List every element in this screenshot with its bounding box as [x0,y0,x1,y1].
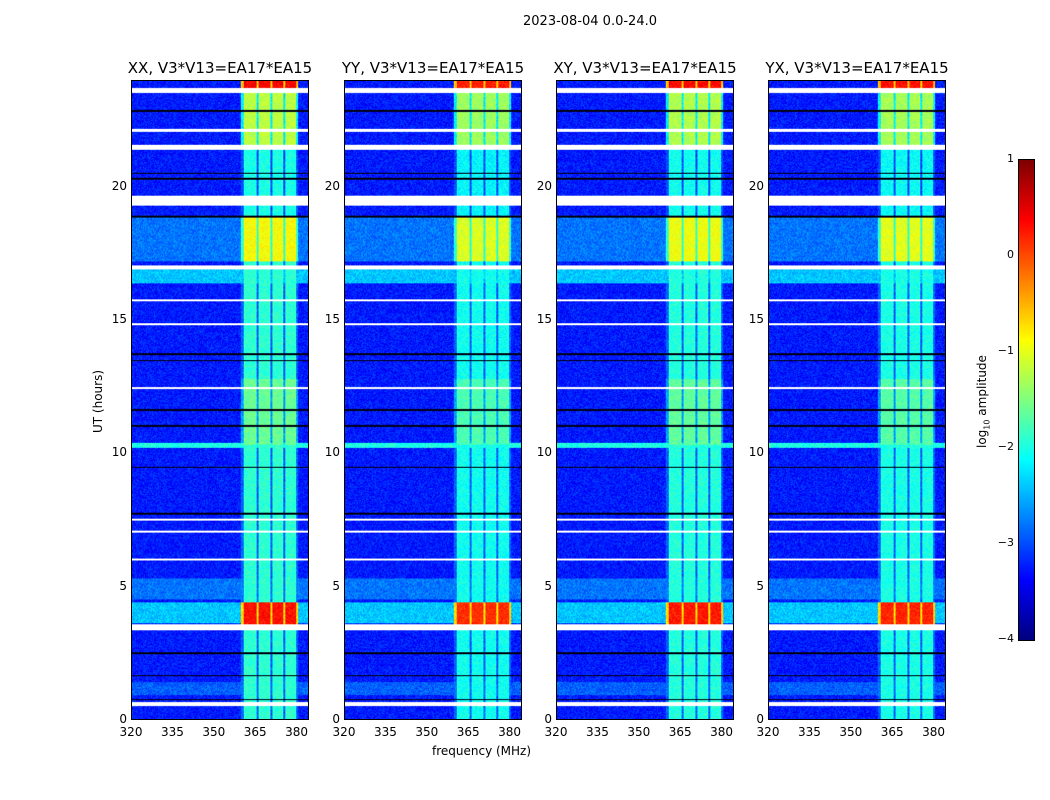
colorbar-label-sub: 10 [982,419,992,430]
colorbar-tick-label: −2 [997,440,1014,453]
y-tick-label: 0 [756,712,764,726]
x-tick-label: 350 [627,725,651,739]
x-tick-label: 380 [498,725,522,739]
y-tick-label: 20 [324,178,340,193]
y-tick-label: 10 [324,445,340,460]
y-tick-label: 15 [536,312,552,326]
y-tick-label: 20 [536,178,552,193]
colorbar-tick-label: 1 [1007,152,1014,165]
y-tick-label: 20 [111,178,127,193]
x-tick-label: 365 [668,725,692,739]
colorbar-label-main: log [975,429,989,448]
y-tick-label: 5 [756,578,764,593]
waterfall-heatmap-2 [556,80,734,720]
panel-title: XX, V3*V13=EA17*EA15 [127,59,313,77]
x-tick-label: 350 [415,725,439,739]
x-tick-label: 320 [119,725,143,739]
x-tick-label: 335 [160,725,184,739]
y-tick-label: 0 [119,712,127,726]
y-tick-label: 0 [332,712,340,726]
y-tick-label: 0 [544,712,552,726]
x-tick-label: 320 [332,725,356,739]
panel-title: XY, V3*V13=EA17*EA15 [553,59,737,77]
waterfall-heatmap-0 [131,80,309,720]
y-tick-label: 15 [324,312,340,326]
x-tick-label: 350 [202,725,226,739]
x-tick-label: 320 [756,725,780,739]
x-tick-label: 365 [243,725,267,739]
x-tick-label: 335 [373,725,397,739]
waterfall-heatmap-1 [344,80,522,720]
x-tick-label: 350 [839,725,863,739]
x-axis-label: frequency (MHz) [432,744,532,758]
y-tick-label: 5 [544,578,552,593]
colorbar-tick-label: 0 [1007,248,1014,261]
x-tick-label: 335 [797,725,821,739]
colorbar-label: log10 amplitude [975,355,991,448]
colorbar [1018,159,1035,641]
figure-title: 2023-08-04 0.0-24.0 [523,14,657,29]
y-tick-label: 15 [111,312,127,326]
y-tick-label: 20 [748,178,764,193]
x-tick-label: 365 [456,725,480,739]
x-tick-label: 320 [544,725,568,739]
y-tick-label: 10 [748,445,764,460]
colorbar-label-rest: amplitude [975,355,989,420]
y-axis-label: UT (hours) [91,369,105,433]
x-tick-label: 365 [880,725,904,739]
x-tick-label: 380 [285,725,309,739]
y-tick-label: 10 [111,445,127,460]
y-tick-label: 10 [536,445,552,460]
colorbar-tick-label: −4 [997,632,1014,645]
colorbar-tick-label: −1 [997,344,1014,357]
panel-title: YX, V3*V13=EA17*EA15 [765,59,949,77]
colorbar-tick-label: −3 [997,536,1014,549]
x-tick-label: 380 [710,725,734,739]
y-tick-label: 5 [332,578,340,593]
x-tick-label: 380 [922,725,946,739]
panel-title: YY, V3*V13=EA17*EA15 [341,59,525,77]
y-tick-label: 15 [748,312,764,326]
x-tick-label: 335 [585,725,609,739]
waterfall-heatmap-3 [768,80,946,720]
y-tick-label: 5 [119,578,127,593]
